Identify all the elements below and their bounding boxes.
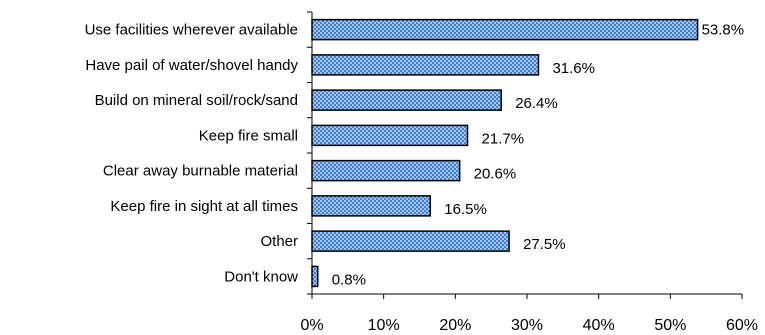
bar (311, 230, 510, 252)
axis-layer (307, 11, 743, 299)
category-label: Build on mineral soil/rock/sand (95, 92, 298, 109)
category-label: Keep fire small (199, 127, 298, 144)
value-label: 20.6% (474, 166, 517, 183)
value-label: 27.5% (523, 236, 566, 253)
x-tick-label: 40% (583, 317, 615, 334)
value-label: 53.8% (702, 22, 745, 39)
bars-layer (311, 18, 699, 288)
value-label: 31.6% (552, 60, 595, 77)
value-label: 26.4% (515, 95, 558, 112)
labels-layer: Use facilities wherever available 53.8% Ha… (85, 22, 758, 334)
category-label: Clear away burnable material (103, 163, 298, 180)
category-label: Keep fire in sight at all times (110, 198, 298, 215)
x-tick-label: 10% (368, 317, 400, 334)
category-label: Don't know (224, 268, 298, 285)
bar (311, 89, 502, 111)
x-tick-label: 30% (511, 317, 543, 334)
category-label: Use facilities wherever available (85, 22, 298, 39)
bar (311, 18, 699, 41)
bar (311, 124, 469, 147)
value-label: 16.5% (444, 201, 487, 218)
value-label: 21.7% (482, 130, 525, 147)
x-tick-label: 0% (300, 317, 323, 334)
x-tick-label: 20% (439, 317, 471, 334)
bar (311, 265, 319, 288)
x-tick-label: 60% (726, 317, 758, 334)
value-label: 0.8% (332, 271, 366, 288)
category-label: Have pail of water/shovel handy (85, 57, 298, 74)
bar (311, 195, 431, 217)
x-tick-label: 50% (654, 317, 686, 334)
category-label: Other (260, 233, 298, 250)
bar (311, 159, 461, 182)
bar (311, 54, 540, 76)
